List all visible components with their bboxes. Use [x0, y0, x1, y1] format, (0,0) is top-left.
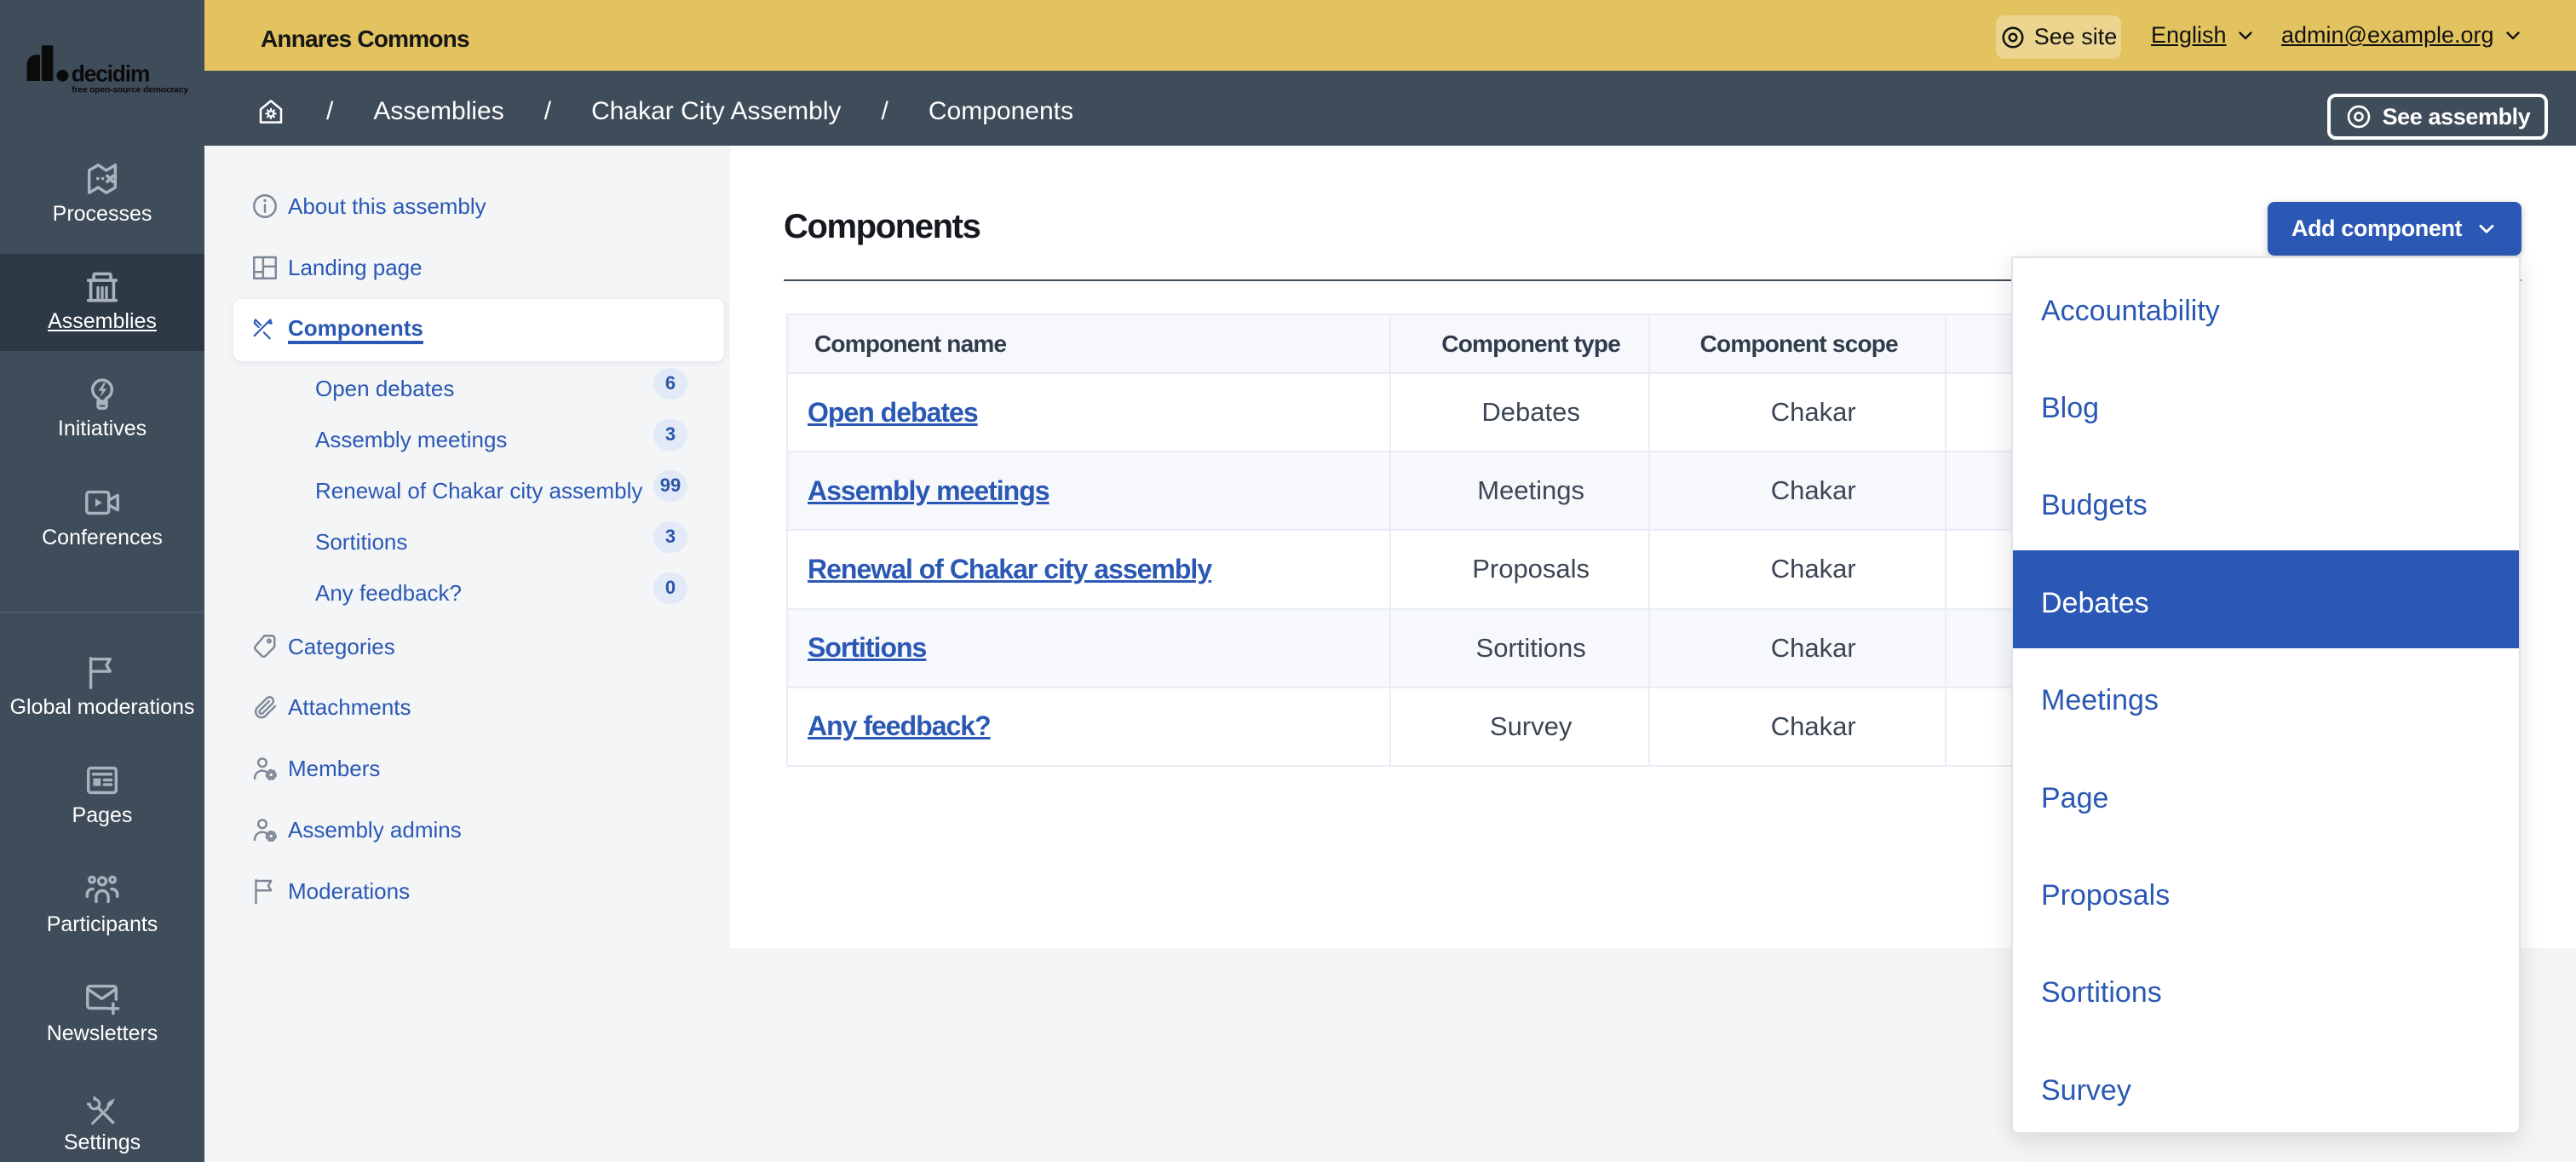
svg-text:decidim: decidim: [72, 60, 149, 86]
svg-text:free open-source democracy: free open-source democracy: [72, 85, 188, 95]
